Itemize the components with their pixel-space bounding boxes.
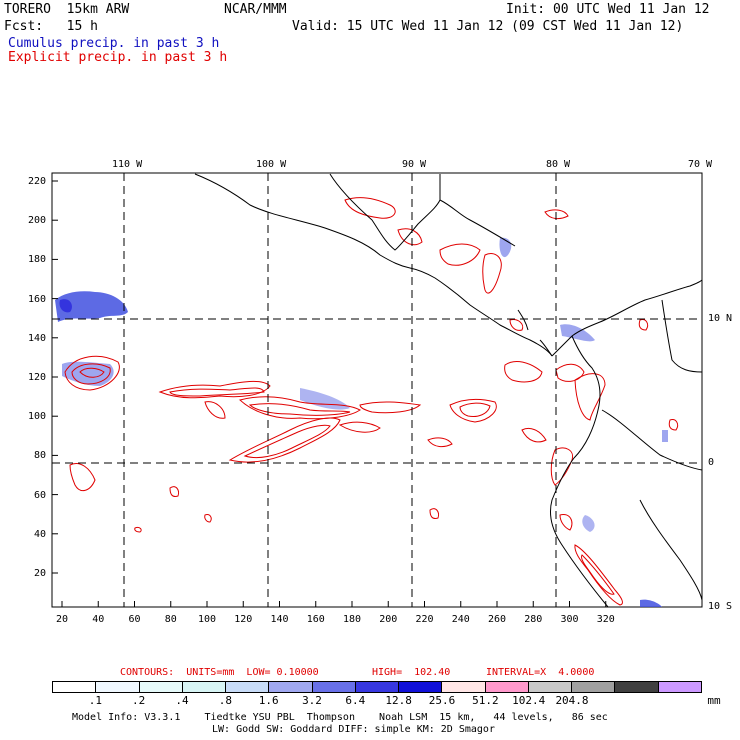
init-time: Init: 00 UTC Wed 11 Jan 12: [506, 2, 710, 17]
legend-swatch: [269, 682, 313, 692]
legend-swatch: [53, 682, 97, 692]
y-tick-label: 80: [34, 450, 47, 462]
cumulus-precip-areas: [55, 237, 668, 607]
contour-units-label: CONTOURS: UNITS=mm LOW= 0.10000: [120, 667, 319, 678]
legend-unit: mm: [707, 694, 721, 707]
x-tick-label: 200: [379, 614, 398, 625]
legend-swatch: [658, 682, 701, 692]
x-tick-label: 220: [415, 614, 434, 625]
legend-label: 102.4: [512, 694, 546, 707]
legend-swatch: [226, 682, 270, 692]
y-tick-label: 120: [28, 372, 47, 383]
legend-swatch: [182, 682, 227, 692]
x-tick-label: 300: [560, 614, 579, 625]
legend-swatch: [572, 682, 616, 692]
coastlines: [194, 173, 703, 608]
lon-label-70w: 70 W: [688, 159, 713, 170]
legend-label: 6.4: [345, 694, 366, 707]
x-tick-label: 320: [596, 614, 615, 625]
x-tick-label: 100: [198, 614, 217, 625]
y-tick-label: 220: [28, 176, 47, 187]
contour-high-label: HIGH= 102.40: [372, 667, 451, 678]
legend-swatch: [528, 682, 573, 692]
legend-label: .8: [218, 694, 232, 707]
legend-label: .2: [132, 694, 146, 707]
model-name: TORERO 15km ARW: [4, 2, 130, 17]
x-tick-label: 20: [56, 614, 69, 625]
x-tick-label: 140: [270, 614, 289, 625]
legend-label: 204.8: [555, 694, 589, 707]
x-tick-label: 120: [234, 614, 253, 625]
explicit-precip-contours: [64, 197, 679, 606]
org-name: NCAR/MMM: [224, 2, 287, 17]
explicit-precip-label: Explicit precip. in past 3 h: [8, 50, 228, 65]
legend-swatch: [355, 682, 400, 692]
legend-swatch: [96, 682, 140, 692]
x-tick-label: 260: [488, 614, 507, 625]
physics-info-line: LW: Godd SW: Goddard DIFF: simple KM: 2D…: [212, 724, 495, 735]
x-tick-label: 240: [451, 614, 470, 625]
x-tick-label: 180: [343, 614, 362, 625]
model-info-line: Model Info: V3.3.1 Tiedtke YSU PBL Thomp…: [72, 712, 608, 723]
y-axis-ticks: [52, 180, 58, 574]
x-tick-label: 160: [306, 614, 325, 625]
forecast-hour: Fcst: 15 h: [4, 19, 98, 34]
valid-time: Valid: 15 UTC Wed 11 Jan 12 (09 CST Wed …: [292, 19, 684, 34]
y-tick-label: 160: [28, 293, 47, 305]
lat-label-0: 0: [708, 457, 715, 468]
map-frame: [51, 172, 703, 608]
x-tick-label: 280: [524, 614, 543, 625]
legend-label: 12.8: [385, 694, 412, 707]
y-tick-label: 20: [34, 568, 47, 579]
legend-swatch: [312, 682, 356, 692]
legend-label: 51.2: [472, 694, 499, 707]
legend-label: 25.6: [428, 694, 456, 707]
y-tick-label: 100: [28, 411, 47, 423]
y-tick-label: 180: [28, 254, 47, 266]
lat-lon-grid: [52, 173, 702, 607]
legend-label: 3.2: [302, 694, 322, 707]
y-tick-label: 40: [34, 528, 47, 540]
legend-swatch: [485, 682, 529, 692]
legend-label: .1: [88, 694, 102, 707]
lat-label-10s: 10 S: [708, 601, 733, 612]
lon-label-90w: 90 W: [402, 159, 427, 170]
contour-interval-label: INTERVAL=X 4.0000: [486, 667, 595, 678]
legend-label: .4: [175, 694, 189, 707]
x-tick-label: 40: [92, 614, 105, 625]
legend-swatch: [399, 682, 443, 692]
x-tick-label: 60: [128, 614, 141, 625]
legend-swatch: [442, 682, 486, 692]
y-tick-label: 140: [28, 332, 47, 344]
legend-swatch: [139, 682, 183, 692]
lon-label-80w: 80 W: [546, 159, 571, 170]
x-axis-ticks: [61, 601, 607, 607]
y-tick-label: 60: [34, 489, 47, 501]
legend-swatch: [615, 682, 659, 692]
x-tick-label: 80: [164, 614, 177, 625]
legend-label: 1.6: [258, 694, 279, 707]
y-tick-label: 200: [28, 215, 47, 227]
lon-label-100w: 100 W: [256, 159, 287, 170]
precip-color-legend: [52, 681, 702, 693]
cumulus-precip-label: Cumulus precip. in past 3 h: [8, 36, 220, 51]
lat-label-10n: 10 N: [708, 313, 733, 324]
lon-label-110w: 110 W: [112, 159, 143, 170]
